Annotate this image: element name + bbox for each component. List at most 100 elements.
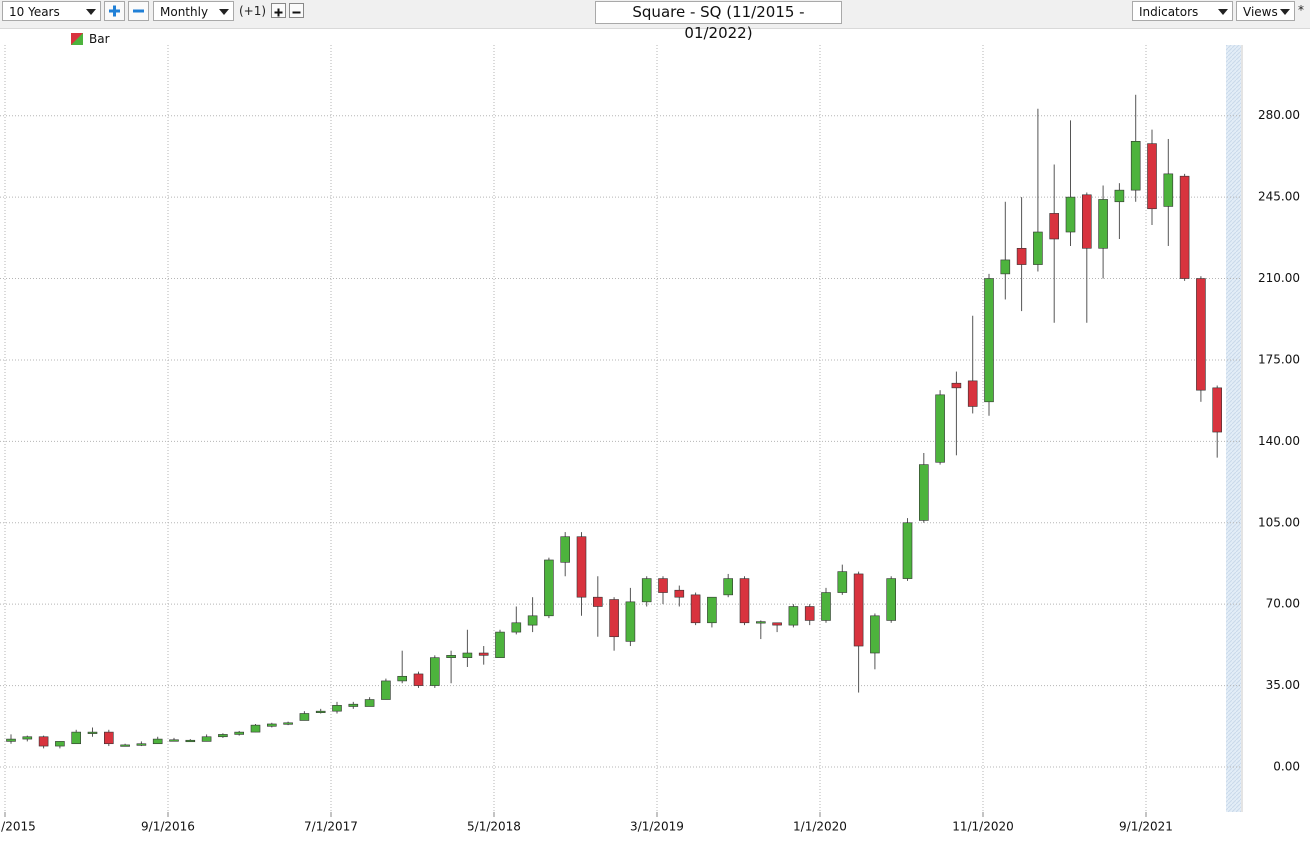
candle-body <box>1179 175 1190 279</box>
y-tick-label: 70.00 <box>1266 597 1300 611</box>
range-select[interactable]: 10 Years <box>2 1 101 21</box>
candle-body <box>527 615 538 626</box>
candle-body <box>397 675 408 682</box>
y-tick-label: 210.00 <box>1258 271 1300 285</box>
candle-body <box>853 573 864 647</box>
candle-body <box>1130 140 1141 191</box>
candle-body <box>413 673 424 686</box>
candle-body <box>250 724 261 733</box>
candle-body <box>576 536 587 598</box>
candle-body <box>462 652 473 658</box>
views-select[interactable]: Views <box>1236 1 1295 21</box>
candle-body <box>1016 247 1027 265</box>
candle-body <box>1065 196 1076 233</box>
future-area <box>1226 45 1241 812</box>
candle-body <box>837 571 848 593</box>
y-tick-label: 140.00 <box>1258 434 1300 448</box>
y-tick-label: 105.00 <box>1258 515 1300 529</box>
candle-body <box>1049 213 1059 240</box>
candle-body <box>332 705 342 712</box>
legend-label: Bar <box>89 32 110 46</box>
candle-body <box>511 622 522 633</box>
candle-body <box>429 657 440 686</box>
candle-body <box>87 731 98 734</box>
indicators-select[interactable]: Indicators <box>1132 1 1233 21</box>
candle-body <box>804 606 815 621</box>
candle-body <box>886 578 897 621</box>
x-tick-label: 7/1/2017 <box>304 820 358 834</box>
candle-body <box>625 601 636 642</box>
candle-body <box>707 596 717 624</box>
offset-plus[interactable] <box>271 3 286 18</box>
candle-body <box>1163 173 1174 207</box>
candle-body <box>266 723 277 727</box>
candle-body <box>788 606 799 626</box>
interval-select[interactable]: Monthly <box>153 1 234 21</box>
x-tick-label: 5/1/2018 <box>467 820 521 834</box>
candle-body <box>283 722 293 725</box>
candle-body <box>234 731 244 735</box>
candle-body <box>560 536 571 563</box>
candle-body <box>201 736 212 742</box>
offset-minus[interactable] <box>289 3 304 18</box>
candle-body <box>641 578 652 603</box>
candle-body <box>22 736 33 740</box>
candle-body <box>478 652 489 656</box>
y-tick-label: 280.00 <box>1258 108 1300 122</box>
candle-body <box>1000 259 1011 275</box>
legend-icon-part <box>71 33 83 45</box>
toolbar: 10 Years Monthly (+1) Square - SQ (11/20… <box>0 0 1310 42</box>
candle-body <box>870 615 880 654</box>
candle-body <box>299 713 310 721</box>
x-tick-label: 9/1/2016 <box>141 820 195 834</box>
candle-body <box>1196 278 1206 391</box>
candle-body <box>951 382 962 389</box>
candle-body <box>739 578 750 624</box>
candle-body <box>315 710 326 713</box>
candle-body <box>55 741 65 747</box>
y-tick-label: 175.00 <box>1258 352 1300 366</box>
x-tick-label: 9/1/2021 <box>1119 820 1173 834</box>
candle-body <box>71 731 81 745</box>
candle-body <box>1098 199 1108 249</box>
candle-body <box>1114 189 1125 203</box>
candle-body <box>1147 143 1157 210</box>
chart: 0.00 35.00 70.00 105.00 140.00 175.00 210.00 24… <box>0 32 1300 834</box>
candle-body <box>967 380 978 407</box>
candle-body <box>723 578 734 596</box>
candle-body <box>104 731 114 745</box>
x-tick-label: 11/1/2020 <box>952 820 1014 834</box>
candle-body <box>544 559 554 617</box>
x-tick-label: 1/1/2020 <box>793 820 847 834</box>
y-tick-label: 0.00 <box>1273 759 1300 773</box>
chart-title[interactable]: Square - SQ (11/2015 - 01/2022) <box>595 1 842 42</box>
candle-body <box>1212 387 1222 433</box>
candle-body <box>152 738 163 745</box>
candle-body <box>755 621 766 624</box>
candle-body <box>38 736 49 747</box>
candle-body <box>772 622 782 626</box>
candle-body <box>1082 194 1092 249</box>
candle-body <box>185 739 196 743</box>
candle-body <box>592 596 603 607</box>
candle-body <box>1033 231 1043 265</box>
candle-body <box>381 680 391 700</box>
candle-body <box>136 743 147 746</box>
zoom-out-button[interactable] <box>128 1 149 21</box>
candle-body <box>674 589 685 598</box>
offset-label: (+1) <box>239 4 267 18</box>
y-tick-label: 35.00 <box>1266 678 1300 692</box>
candle-body <box>364 699 375 707</box>
candle-body <box>495 631 505 658</box>
x-tick-label: 3/1/2019 <box>630 820 684 834</box>
candle-body <box>609 599 619 638</box>
modified-mark: * <box>1298 3 1304 17</box>
candle-body <box>6 738 16 742</box>
candle-body <box>935 394 945 463</box>
zoom-in-button[interactable] <box>104 1 125 21</box>
candle-body <box>218 734 228 738</box>
candle-body <box>120 744 130 747</box>
candle-body <box>918 464 929 521</box>
candle-body <box>902 522 913 579</box>
